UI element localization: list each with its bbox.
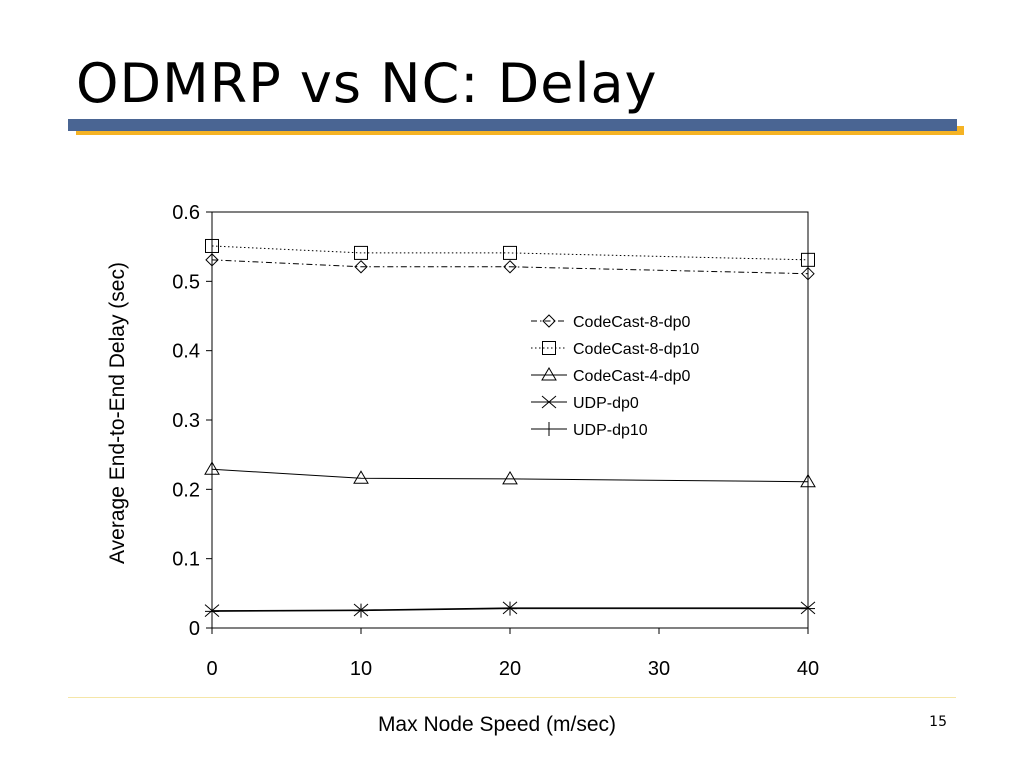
x-axis-ticks: 0 10 20 30 40	[206, 628, 819, 680]
legend-label: UDP-dp10	[573, 422, 648, 439]
series-line-4	[211, 608, 808, 612]
legend: CodeCast-8-dp0 CodeCast-8-dp10 CodeCast-4-…	[531, 314, 699, 439]
series-line-3	[211, 607, 808, 612]
title-rule	[68, 119, 957, 131]
legend-label: CodeCast-8-dp0	[573, 314, 691, 331]
x-axis-label: Max Node Speed (m/sec)	[378, 713, 616, 736]
legend-label: UDP-dp0	[573, 395, 639, 412]
y-axis-label: Average End-to-End Delay (sec)	[106, 262, 129, 564]
legend-label: CodeCast-4-dp0	[573, 368, 691, 385]
legend-marker	[542, 422, 556, 436]
legend-marker	[541, 367, 557, 381]
x-tick-label: 0	[206, 658, 217, 680]
y-tick-label: 0.6	[172, 202, 200, 224]
y-tick-label: 0.1	[172, 549, 200, 571]
data-point-square	[503, 245, 517, 260]
data-point-square	[801, 252, 815, 267]
y-tick-label: 0.5	[172, 271, 200, 293]
series-markers	[204, 238, 816, 619]
data-point-diamond	[503, 260, 517, 274]
y-tick-label: 0.3	[172, 410, 200, 432]
y-tick-label: 0.2	[172, 479, 200, 501]
footer-rule	[68, 697, 956, 698]
legend-marker	[542, 341, 556, 355]
data-point-triangle	[502, 470, 518, 485]
data-point-diamond	[801, 266, 815, 281]
data-point-triangle	[800, 473, 816, 488]
data-point-square	[354, 245, 368, 260]
data-point-square	[205, 238, 219, 253]
data-point-diamond	[205, 253, 219, 267]
series-line-1	[211, 245, 809, 261]
plot-area-border	[211, 211, 809, 629]
x-tick-label: 40	[797, 658, 819, 680]
legend-label: CodeCast-8-dp10	[573, 341, 699, 358]
data-point-plus	[503, 601, 517, 616]
data-point-plus	[801, 601, 815, 616]
series-line-0	[211, 259, 809, 275]
series-line-2	[211, 468, 809, 483]
y-axis-ticks: 0 0.1 0.2 0.3 0.4 0.5 0.6	[172, 202, 212, 640]
legend-marker	[542, 314, 556, 328]
x-tick-label: 10	[350, 658, 372, 680]
data-point-triangle	[204, 461, 220, 475]
y-tick-label: 0.4	[172, 341, 200, 363]
x-tick-label: 30	[648, 658, 670, 680]
y-tick-label: 0	[189, 618, 200, 640]
page-number: 15	[929, 714, 947, 730]
slide-title: ODMRP vs NC: Delay	[76, 52, 658, 115]
series-lines	[211, 245, 809, 612]
plot-frame	[211, 211, 809, 629]
data-point-triangle	[353, 470, 369, 484]
x-tick-label: 20	[499, 658, 521, 680]
data-point-plus	[354, 603, 368, 618]
data-point-plus	[205, 604, 219, 619]
legend-marker	[541, 395, 557, 409]
data-point-diamond	[354, 260, 368, 274]
